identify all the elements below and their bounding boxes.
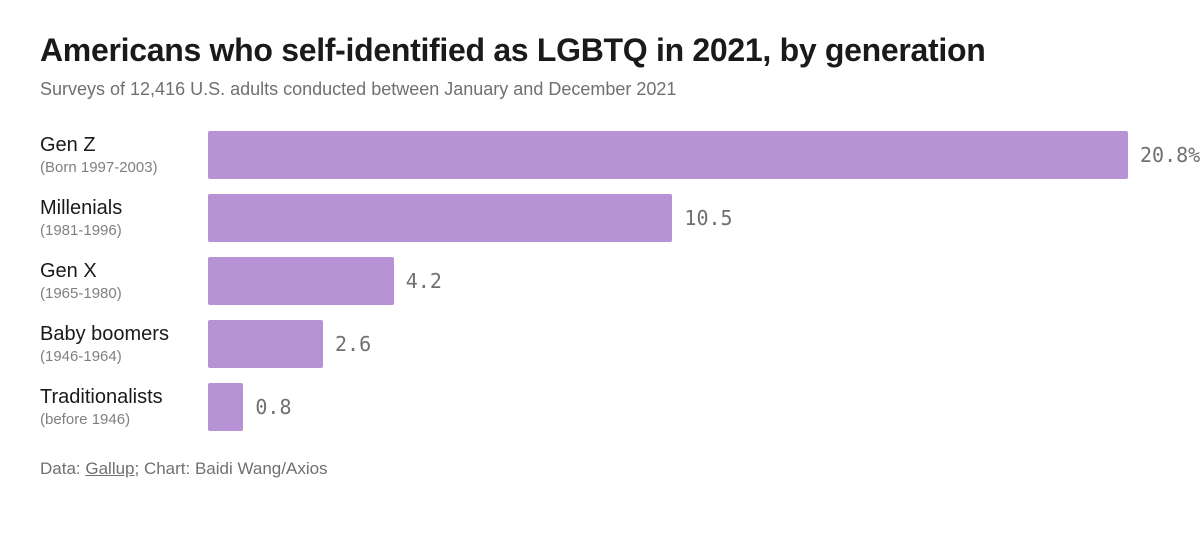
row-label-column: Gen X (1965-1980) (40, 260, 208, 302)
bar-area: 10.5 (208, 194, 1160, 242)
bar-area: 4.2 (208, 257, 1160, 305)
row-label: Gen X (40, 260, 200, 283)
bar-value-label: 10.5 (684, 206, 732, 230)
row-sublabel: (before 1946) (40, 411, 200, 428)
bar-row: Gen Z(Born 1997-2003)20.8% (40, 124, 1160, 187)
footer-suffix: ; Chart: Baidi Wang/Axios (135, 459, 328, 478)
bar (208, 320, 323, 368)
row-label-column: Millenials (1981-1996) (40, 197, 208, 239)
footer-source-link[interactable]: Gallup (85, 459, 134, 478)
bar-value-label: 20.8% (1140, 143, 1200, 167)
chart-container: Americans who self-identified as LGBTQ i… (0, 0, 1200, 546)
bar-row: Gen X (1965-1980) 4.2 (40, 250, 1160, 313)
bar-row: Baby boomers (1946-1964) 2.6 (40, 313, 1160, 376)
bar (208, 383, 243, 431)
row-label: Gen Z (40, 134, 200, 157)
row-sublabel: (1946-1964) (40, 348, 200, 365)
bar-area: 20.8% (208, 131, 1200, 179)
row-label: Baby boomers (40, 323, 200, 346)
row-sublabel: (1965-1980) (40, 285, 200, 302)
bar-value-label: 0.8 (255, 395, 291, 419)
bar (208, 131, 1128, 179)
bar-rows: Gen Z(Born 1997-2003)20.8%Millenials(198… (40, 124, 1160, 439)
bar-area: 2.6 (208, 320, 1160, 368)
chart-footer: Data: Gallup; Chart: Baidi Wang/Axios (40, 459, 1160, 479)
row-label: Millenials (40, 197, 200, 220)
row-label-column: Baby boomers (1946-1964) (40, 323, 208, 365)
bar (208, 194, 672, 242)
bar-value-label: 4.2 (406, 269, 442, 293)
row-label-column: Traditionalists (before 1946) (40, 386, 208, 428)
chart-title: Americans who self-identified as LGBTQ i… (40, 32, 1160, 69)
row-sublabel: (1981-1996) (40, 222, 200, 239)
footer-prefix: Data: (40, 459, 85, 478)
row-label: Traditionalists (40, 386, 200, 409)
bar (208, 257, 394, 305)
chart-subtitle: Surveys of 12,416 U.S. adults conducted … (40, 79, 1160, 100)
row-label-column: Gen Z (Born 1997-2003) (40, 134, 208, 176)
bar-row: Millenials (1981-1996) 10.5 (40, 187, 1160, 250)
bar-value-label: 2.6 (335, 332, 371, 356)
bar-row: Traditionalists (before 1946) 0.8 (40, 376, 1160, 439)
bar-area: 0.8 (208, 383, 1160, 431)
row-sublabel: (Born 1997-2003) (40, 159, 200, 176)
